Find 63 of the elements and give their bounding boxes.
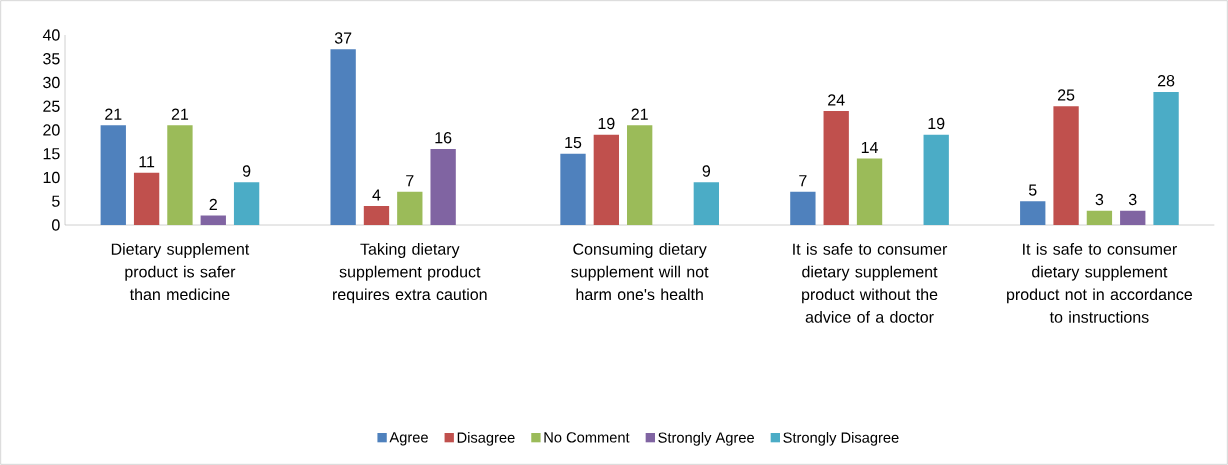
data-label: 16 <box>435 132 452 144</box>
bar <box>133 172 160 225</box>
legend-label: Strongly Disagree <box>783 432 899 446</box>
data-label: 28 <box>1157 75 1175 87</box>
bar <box>693 182 720 225</box>
x-tick-label: Dietary supplement product is safer than medicine <box>111 243 250 301</box>
data-label: 9 <box>242 165 251 177</box>
data-label: 7 <box>799 175 807 187</box>
y-tick-label: 40 <box>42 29 60 41</box>
legend-label: No Comment <box>544 432 630 443</box>
y-tick-label: 5 <box>52 195 60 207</box>
data-label: 5 <box>1028 184 1037 196</box>
bar <box>560 153 586 225</box>
data-label: 9 <box>702 165 711 177</box>
x-tick-label: It is safe to consumer dietary supplement product not in accordance to instructions <box>1007 243 1193 323</box>
bar <box>363 206 390 225</box>
bar <box>823 111 849 225</box>
data-label: 14 <box>861 141 878 153</box>
x-tick-label: Consuming dietary supplement will not harm one's health <box>571 243 709 301</box>
data-label: 2 <box>209 198 217 210</box>
data-label: 19 <box>928 117 945 130</box>
data-label: 3 <box>1128 193 1137 206</box>
x-tick-label: It is safe to consumer dietary supplement product without the advice of a doctor <box>793 243 948 323</box>
bar <box>430 149 456 225</box>
data-label: 11 <box>139 156 155 168</box>
data-label: 7 <box>406 175 414 187</box>
bar <box>167 125 193 225</box>
data-label: 21 <box>631 108 648 120</box>
x-tick-label: Taking dietary supplement product requires extra caution <box>333 243 487 304</box>
y-tick-label: 35 <box>43 53 60 65</box>
bar <box>233 182 260 225</box>
y-tick-label: 10 <box>43 171 60 184</box>
y-tick-label: 25 <box>43 100 60 112</box>
bar <box>397 191 423 225</box>
bar <box>330 49 356 225</box>
legend-label: Disagree <box>457 432 515 446</box>
bar <box>856 158 883 225</box>
legend-label: Agree <box>389 432 428 446</box>
y-tick-label: 20 <box>43 124 60 136</box>
y-tick-label: 0 <box>52 219 60 231</box>
data-label: 4 <box>372 189 381 201</box>
bar <box>1020 201 1046 225</box>
data-label: 25 <box>1057 89 1075 101</box>
bar <box>627 125 653 225</box>
data-label: 37 <box>334 32 352 44</box>
bar <box>100 125 126 225</box>
data-label: 15 <box>565 137 582 149</box>
bar <box>1153 92 1179 225</box>
data-label: 21 <box>105 108 122 120</box>
bar <box>200 215 226 225</box>
data-label: 24 <box>828 94 845 106</box>
bar <box>923 134 949 225</box>
bar <box>593 134 619 225</box>
bar <box>1086 210 1113 225</box>
bar <box>1053 106 1079 225</box>
data-label: 21 <box>171 108 189 120</box>
y-tick-label: 30 <box>43 76 60 89</box>
bar <box>1120 210 1146 225</box>
bar <box>790 191 816 225</box>
data-label: 3 <box>1095 193 1104 206</box>
y-tick-label: 15 <box>43 148 60 160</box>
data-label: 19 <box>598 117 615 130</box>
legend-label: Strongly Agree <box>658 432 754 446</box>
